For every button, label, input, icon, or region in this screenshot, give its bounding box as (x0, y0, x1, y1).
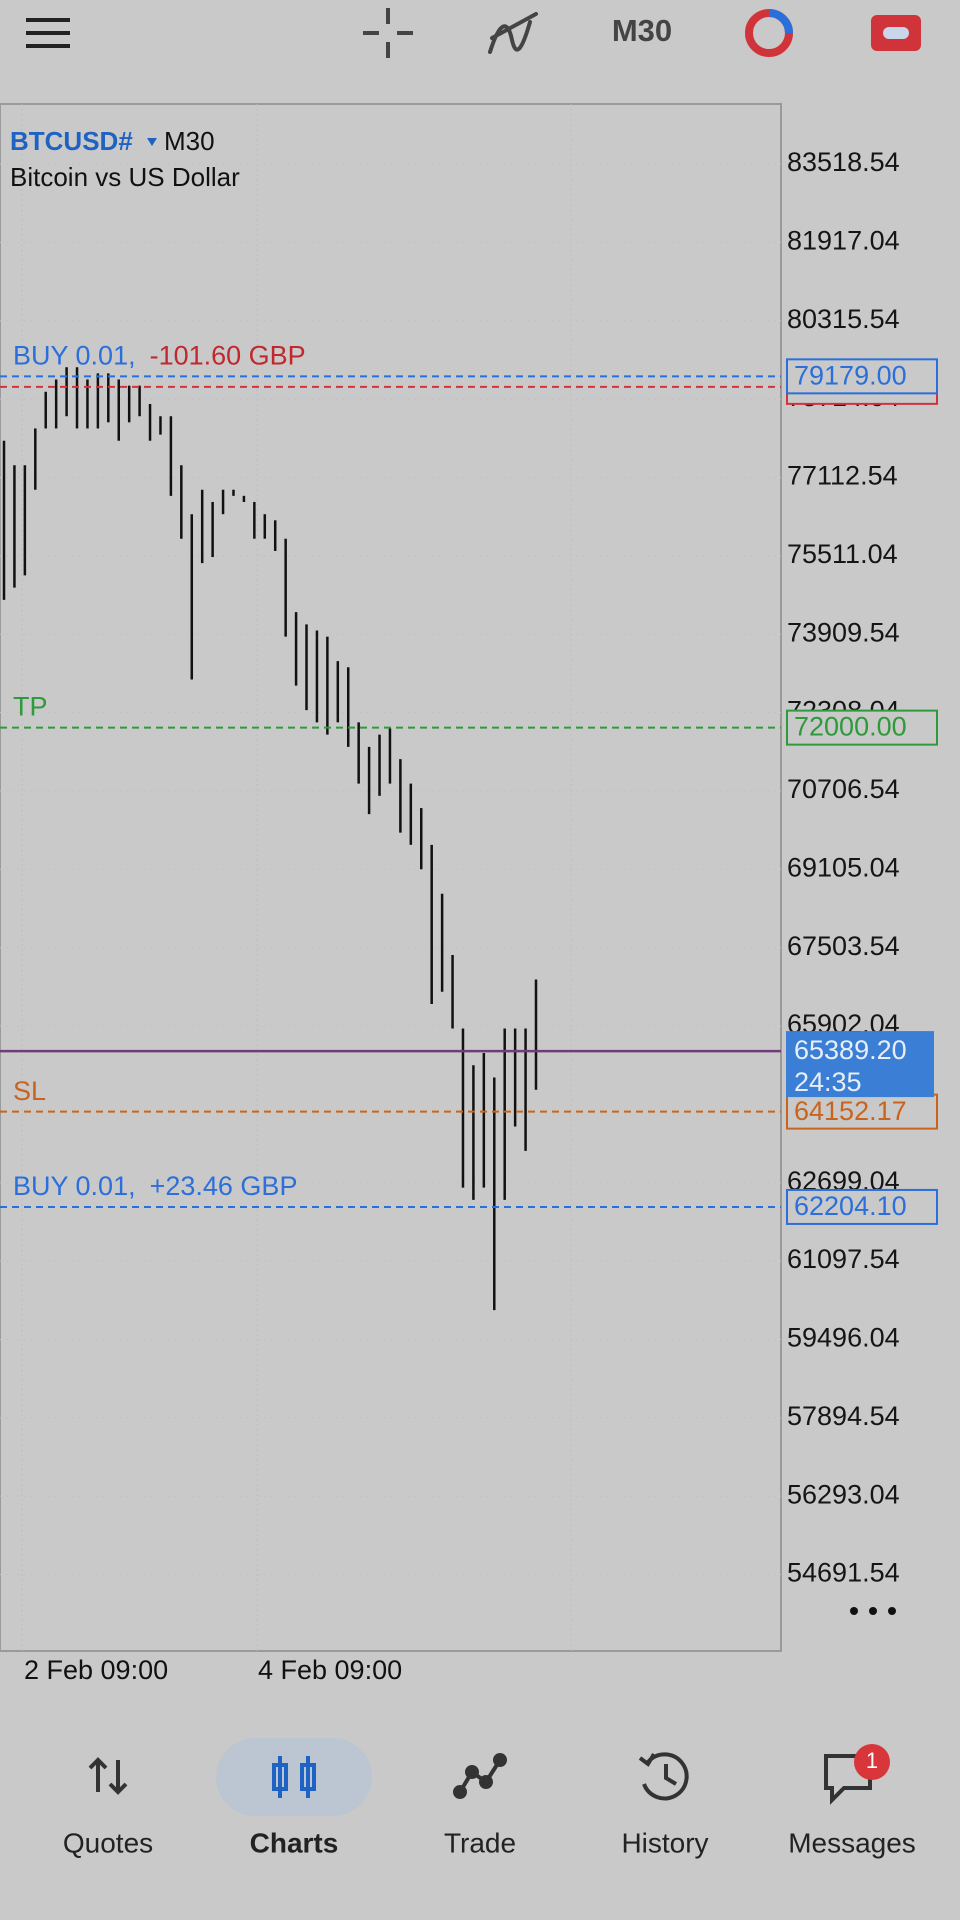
level-price-label: 62204.10 (794, 1191, 907, 1221)
nav-label[interactable]: Messages (788, 1827, 916, 1858)
trade-button[interactable] (871, 15, 921, 51)
menu-button[interactable] (26, 18, 70, 48)
chart-timeframe: M30 (164, 126, 215, 156)
price-tick-label: 69105.04 (787, 852, 900, 882)
level-price-box (786, 1188, 938, 1225)
quotes-icon[interactable] (88, 1757, 128, 1795)
charts-icon[interactable] (272, 1756, 316, 1798)
level-price-label: 64152.17 (794, 1096, 907, 1126)
current-price-label: 65389.20 (794, 1035, 907, 1065)
price-tick-label: 73909.54 (787, 617, 900, 647)
trade-icon[interactable] (453, 1753, 507, 1799)
active-tab-highlight (216, 1738, 372, 1816)
nav-label[interactable]: Trade (444, 1827, 516, 1858)
timeframe-button[interactable]: M30 (612, 13, 672, 48)
account-button[interactable] (745, 9, 793, 57)
price-tick-label: 75511.04 (787, 539, 898, 569)
badge (854, 1744, 890, 1780)
nav-label[interactable]: Charts (250, 1827, 339, 1858)
time-label: 4 Feb 09:00 (258, 1655, 402, 1685)
price-tick-label: 70706.54 (787, 774, 900, 804)
symbol[interactable]: BTCUSD# (10, 126, 133, 156)
price-tick-label: 83518.54 (787, 147, 900, 177)
badge-count: 1 (866, 1748, 878, 1773)
price-tick-label: 61097.54 (787, 1244, 900, 1274)
price-tick-label: 81917.04 (787, 225, 900, 255)
price-tick-label: 77112.54 (787, 461, 898, 491)
level-price-box (786, 709, 938, 746)
current-price-box (786, 1031, 934, 1098)
level-label: TP (13, 692, 48, 722)
symbol-dropdown[interactable] (147, 138, 157, 146)
indicators-button[interactable] (488, 12, 538, 54)
history-icon[interactable] (638, 1752, 689, 1801)
bar-countdown: 24:35 (794, 1067, 862, 1097)
crosshair-button[interactable] (363, 8, 413, 58)
more-button[interactable] (850, 1607, 896, 1615)
level-profit: -101.60 GBP (150, 340, 306, 370)
price-tick-label: 57894.54 (787, 1401, 900, 1431)
plot: 83518.5481917.0480315.5478714.0477112.54… (0, 147, 938, 1588)
level-profit: +23.46 GBP (150, 1171, 298, 1201)
price-tick-label: 56293.04 (787, 1479, 900, 1509)
level-price-label: 79179.00 (794, 360, 907, 390)
level-label: BUY 0.01, (13, 340, 136, 370)
nav-label[interactable]: Quotes (63, 1827, 153, 1858)
price-tick-label: 80315.54 (787, 304, 900, 334)
time-label: 2 Feb 09:00 (24, 1655, 168, 1685)
level-price-label: 72000.00 (794, 712, 907, 742)
chart-area[interactable] (0, 103, 782, 1652)
price-tick-label: 67503.54 (787, 931, 900, 961)
nav-label[interactable]: History (621, 1827, 708, 1858)
level-price-box (786, 358, 938, 395)
price-tick-label: 54691.54 (787, 1558, 900, 1588)
symbol-description: Bitcoin vs US Dollar (10, 162, 240, 192)
price-tick-label: 59496.04 (787, 1323, 900, 1353)
bottom-nav: 1 Quotes Charts Trade History Messages (63, 1738, 916, 1858)
level-label: SL (13, 1076, 46, 1106)
level-label: BUY 0.01, (13, 1171, 136, 1201)
